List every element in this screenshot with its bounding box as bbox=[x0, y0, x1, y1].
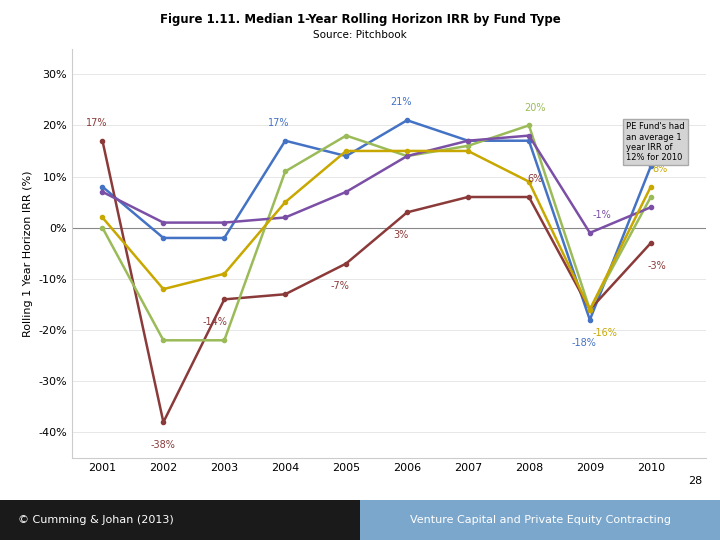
Text: 20%: 20% bbox=[524, 103, 546, 112]
Text: 12%: 12% bbox=[640, 144, 662, 153]
FoF bbox=[464, 143, 472, 149]
Mezz bbox=[464, 138, 472, 144]
Legend: PE, VC, FoF, Mezz, ALL: PE, VC, FoF, Mezz, ALL bbox=[171, 497, 505, 516]
Text: -38%: -38% bbox=[151, 440, 176, 450]
FoF bbox=[647, 194, 655, 200]
VC bbox=[98, 138, 107, 144]
ALL bbox=[342, 148, 351, 154]
Mezz bbox=[281, 214, 289, 221]
VC bbox=[585, 306, 594, 313]
Text: 6%: 6% bbox=[527, 174, 543, 184]
Text: Venture Capital and Private Equity Contracting: Venture Capital and Private Equity Contr… bbox=[410, 515, 670, 525]
FoF bbox=[525, 122, 534, 129]
Text: -18%: -18% bbox=[571, 338, 596, 348]
Line: ALL: ALL bbox=[100, 149, 653, 312]
PE bbox=[159, 235, 168, 241]
Mezz bbox=[220, 219, 229, 226]
Text: -7%: -7% bbox=[330, 281, 349, 292]
PE bbox=[585, 316, 594, 323]
ALL bbox=[220, 271, 229, 277]
ALL bbox=[464, 148, 472, 154]
Text: -16%: -16% bbox=[593, 327, 618, 338]
Text: 21%: 21% bbox=[390, 97, 412, 107]
Mezz bbox=[402, 153, 411, 159]
Text: © Cumming & Johan (2013): © Cumming & Johan (2013) bbox=[18, 515, 174, 525]
Mezz bbox=[647, 204, 655, 211]
VC bbox=[464, 194, 472, 200]
Mezz bbox=[159, 219, 168, 226]
PE bbox=[98, 184, 107, 190]
ALL bbox=[402, 148, 411, 154]
Y-axis label: Rolling 1 Year Horizon IRR (%): Rolling 1 Year Horizon IRR (%) bbox=[23, 170, 33, 336]
Text: 17%: 17% bbox=[269, 118, 290, 128]
VC bbox=[220, 296, 229, 302]
Text: -1%: -1% bbox=[593, 210, 611, 220]
FoF bbox=[220, 337, 229, 343]
Mezz bbox=[98, 188, 107, 195]
Mezz bbox=[342, 188, 351, 195]
PE bbox=[464, 138, 472, 144]
Text: -14%: -14% bbox=[203, 318, 228, 327]
ALL bbox=[525, 178, 534, 185]
Mezz bbox=[585, 230, 594, 236]
ALL bbox=[585, 306, 594, 313]
VC bbox=[159, 419, 168, 426]
VC bbox=[402, 209, 411, 215]
ALL bbox=[159, 286, 168, 292]
Text: Source: Pitchbook: Source: Pitchbook bbox=[313, 30, 407, 40]
FoF bbox=[342, 132, 351, 139]
ALL bbox=[647, 184, 655, 190]
PE bbox=[402, 117, 411, 124]
VC bbox=[281, 291, 289, 298]
Text: -3%: -3% bbox=[647, 261, 666, 271]
VC bbox=[342, 260, 351, 267]
Text: 17%: 17% bbox=[86, 118, 107, 128]
PE bbox=[525, 138, 534, 144]
FoF bbox=[98, 225, 107, 231]
PE bbox=[281, 138, 289, 144]
PE bbox=[342, 153, 351, 159]
PE bbox=[647, 163, 655, 170]
Line: VC: VC bbox=[100, 139, 653, 424]
Mezz bbox=[525, 132, 534, 139]
PE bbox=[220, 235, 229, 241]
FoF bbox=[585, 306, 594, 313]
Line: FoF: FoF bbox=[100, 123, 653, 342]
FoF bbox=[281, 168, 289, 174]
ALL bbox=[281, 199, 289, 205]
Line: PE: PE bbox=[100, 118, 653, 322]
Text: Figure 1.11. Median 1-Year Rolling Horizon IRR by Fund Type: Figure 1.11. Median 1-Year Rolling Horiz… bbox=[160, 14, 560, 26]
Text: 8%: 8% bbox=[652, 164, 667, 174]
VC bbox=[647, 240, 655, 246]
ALL bbox=[98, 214, 107, 221]
VC bbox=[525, 194, 534, 200]
Line: Mezz: Mezz bbox=[100, 133, 653, 235]
FoF bbox=[159, 337, 168, 343]
Text: 28: 28 bbox=[688, 476, 702, 486]
Text: PE Fund's had
an average 1
year IRR of
12% for 2010: PE Fund's had an average 1 year IRR of 1… bbox=[626, 122, 685, 163]
Text: 3%: 3% bbox=[393, 230, 409, 240]
FoF bbox=[402, 153, 411, 159]
